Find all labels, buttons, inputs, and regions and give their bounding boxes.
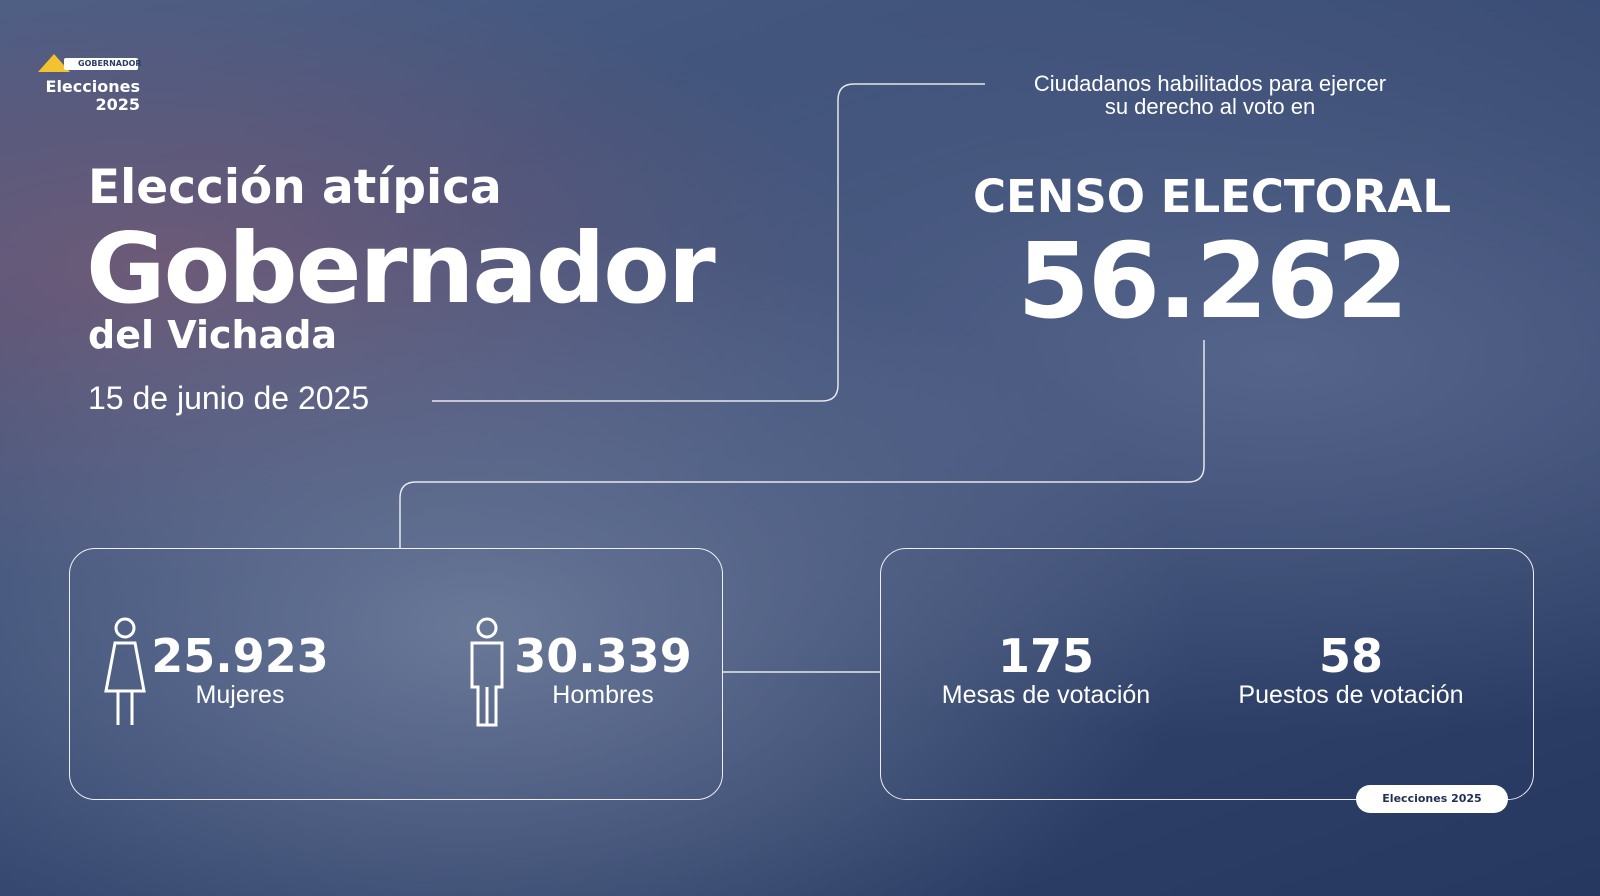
stat-women: 25.923 Mujeres [150, 633, 330, 708]
stat-tables: 175 Mesas de votación [921, 633, 1171, 708]
censo-intro-line: Ciudadanos habilitados para ejercer [1033, 71, 1387, 96]
logo: GOBERNADOR Elecciones 2025 [36, 52, 142, 115]
date: 15 de junio de 2025 [88, 380, 370, 416]
voting-box: 175 Mesas de votación 58 Puestos de vota… [880, 548, 1534, 800]
censo-intro: Ciudadanos habilitados para ejercer su d… [1000, 72, 1420, 118]
logo-top: GOBERNADOR [78, 59, 142, 68]
badge: Elecciones 2025 [1356, 785, 1508, 813]
censo-value: 56.262 [1017, 220, 1408, 342]
subtitle: del Vichada [88, 313, 338, 357]
man-icon [470, 617, 504, 727]
censo-label: CENSO ELECTORAL [972, 170, 1452, 223]
stat-value: 58 [1318, 629, 1383, 683]
censo-intro-line: su derecho al voto en [1104, 94, 1316, 120]
stat-value: 30.339 [514, 629, 692, 683]
stat-label: Mujeres [195, 681, 285, 709]
logo-line1: Elecciones [45, 77, 140, 96]
logo-mark [38, 54, 138, 72]
stat-label: Puestos de votación [1238, 681, 1464, 709]
stat-men: 30.339 Hombres [508, 633, 698, 708]
woman-icon [104, 617, 146, 725]
logo-line2: 2025 [95, 95, 140, 115]
stat-value: 175 [997, 629, 1095, 683]
gender-box: 25.923 Mujeres 30.339 Hombres [69, 548, 723, 800]
stat-label: Hombres [552, 681, 654, 709]
stat-label: Mesas de votación [941, 681, 1151, 709]
stat-posts: 58 Puestos de votación [1211, 633, 1491, 708]
title: Gobernador [86, 212, 716, 325]
stat-value: 25.923 [151, 629, 329, 683]
kicker: Elección atípica [88, 160, 502, 215]
